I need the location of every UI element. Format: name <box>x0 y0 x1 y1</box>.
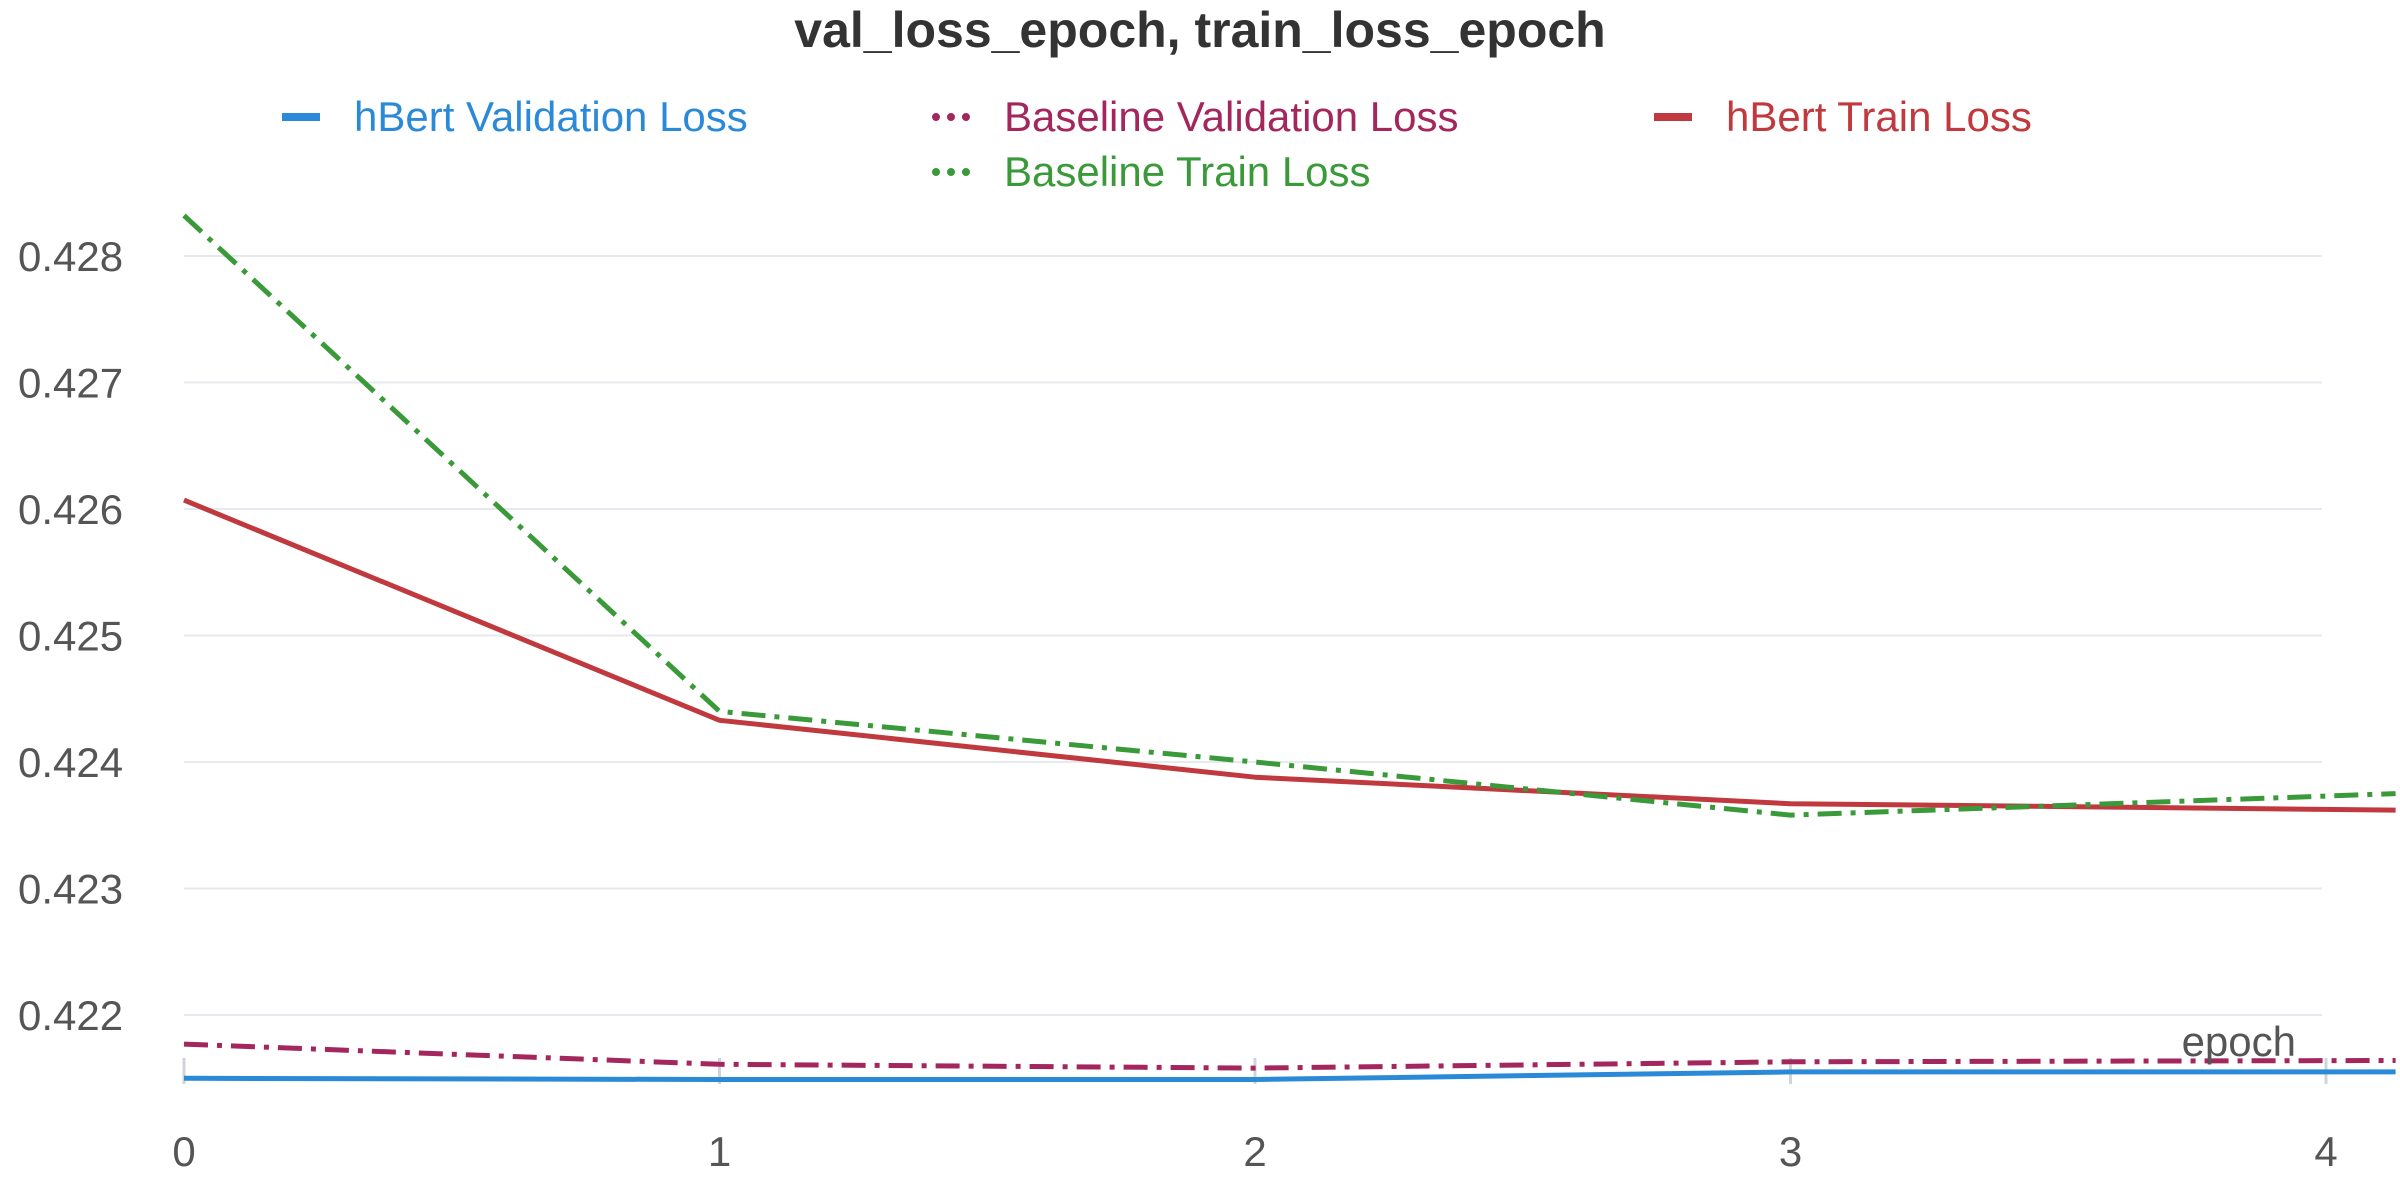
y-tick-label: 0.428 <box>18 233 123 280</box>
legend-swatch-solid-icon <box>282 113 320 121</box>
y-tick-label: 0.423 <box>18 866 123 913</box>
y-tick-label: 0.422 <box>18 992 123 1039</box>
legend-item-hbert-validation-loss[interactable]: hBert Validation Loss <box>282 92 748 142</box>
y-tick-label: 0.426 <box>18 486 123 533</box>
x-tick-label: 4 <box>2314 1128 2337 1175</box>
legend-swatch-dashdot-icon <box>932 168 970 176</box>
y-tick-label: 0.425 <box>18 613 123 660</box>
series-line-hbert-validation-loss[interactable] <box>183 1069 2396 1082</box>
legend-item-baseline-validation-loss[interactable]: Baseline Validation Loss <box>932 92 1459 142</box>
series-lines <box>182 213 2396 1082</box>
series-line-baseline-train-loss[interactable] <box>182 213 2396 818</box>
legend-label: hBert Validation Loss <box>354 93 748 140</box>
series-line-baseline-validation-loss[interactable] <box>183 1041 2396 1071</box>
legend-item-hbert-train-loss[interactable]: hBert Train Loss <box>1654 92 2032 142</box>
y-axis-tick-labels: 0.428 0.427 0.426 0.425 0.424 0.423 0.422 <box>18 233 123 1039</box>
legend-label: Baseline Validation Loss <box>1004 93 1459 140</box>
x-axis-tick-labels: 0 1 2 3 4 <box>172 1128 2337 1175</box>
x-tick-label: 0 <box>172 1128 195 1175</box>
legend-swatch-solid-icon <box>1654 113 1692 121</box>
gridlines <box>184 255 2322 1016</box>
chart-title: val_loss_epoch, train_loss_epoch <box>794 2 1606 58</box>
x-tick-label: 3 <box>1779 1128 1802 1175</box>
x-axis-label: epoch <box>2182 1018 2296 1065</box>
x-tick-label: 2 <box>1243 1128 1266 1175</box>
legend-swatch-dashdot-icon <box>932 113 970 121</box>
y-tick-label: 0.427 <box>18 360 123 407</box>
legend-label: hBert Train Loss <box>1726 93 2032 140</box>
legend-item-baseline-train-loss[interactable]: Baseline Train Loss <box>932 147 1371 197</box>
x-tick-label: 1 <box>708 1128 731 1175</box>
y-tick-label: 0.424 <box>18 739 123 786</box>
legend-label: Baseline Train Loss <box>1004 148 1371 195</box>
